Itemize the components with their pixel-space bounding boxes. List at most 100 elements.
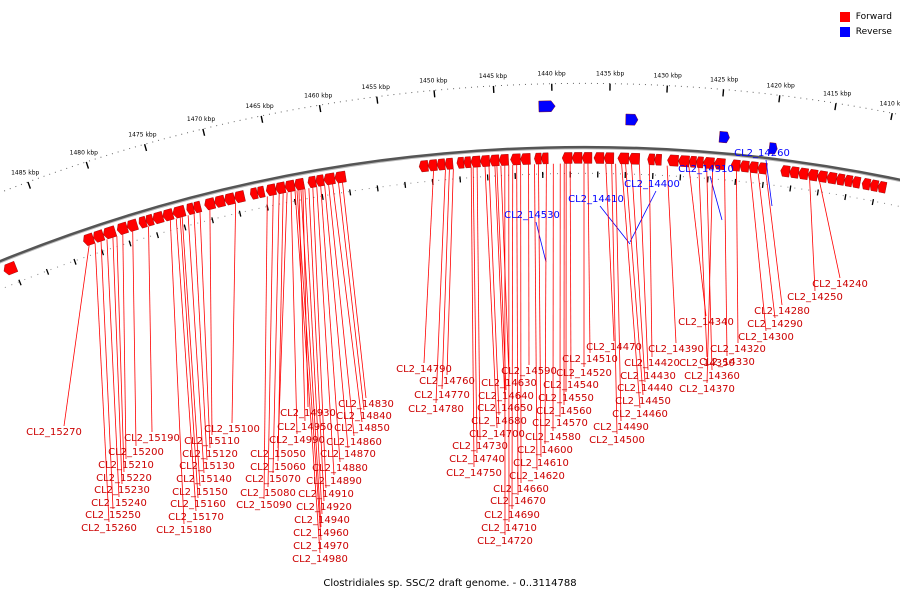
forward-gene-label: CL2_15210 [98,460,154,471]
forward-gene-label: CL2_14920 [296,502,352,513]
forward-gene [870,180,879,192]
forward-leader [107,239,119,497]
forward-gene-label: CL2_14970 [293,541,349,552]
forward-gene-label: CL2_15080 [240,488,296,499]
inner-scale-tick [212,217,213,223]
inner-scale-tick [377,185,378,191]
scale-tick [320,105,321,112]
forward-gene [562,152,572,163]
forward-gene-label: CL2_14980 [292,554,348,565]
forward-gene-label: CL2_14580 [525,432,581,443]
reverse-gene [539,101,556,112]
forward-leader [667,166,676,343]
forward-gene [257,186,265,198]
forward-leader [736,171,738,343]
legend-forward-label: Forward [856,12,892,22]
forward-gene-label: CL2_15250 [85,510,141,521]
forward-gene-label: CL2_14450 [615,396,671,407]
forward-gene [667,155,678,166]
forward-gene [541,153,548,164]
forward-gene [428,159,437,171]
forward-gene-label: CL2_14940 [294,515,350,526]
forward-gene-label: CL2_14240 [812,279,868,290]
forward-gene-label: CL2_14430 [620,371,676,382]
scale-label: 1475 kbp [128,132,156,139]
forward-leader [689,167,706,316]
forward-gene [499,154,509,165]
reverse-gene-label: CL2_14410 [568,194,624,205]
forward-leader [232,203,236,423]
forward-gene-label: CL2_15130 [179,461,235,472]
forward-gene-label: CL2_14690 [484,510,540,521]
forward-gene [294,178,304,190]
forward-gene-label: CL2_14500 [589,435,645,446]
scale-tick [434,90,435,97]
forward-gene [648,154,655,165]
forward-gene [324,173,336,185]
forward-gene-label: CL2_14890 [306,476,362,487]
forward-gene-label: CL2_14730 [452,441,508,452]
forward-gene [844,175,853,187]
scale-tick [28,182,30,189]
forward-gene-label: CL2_14650 [477,403,533,414]
forward-gene-label: CL2_15170 [168,512,224,523]
forward-gene [308,176,317,188]
forward-gene-label: CL2_14470 [586,342,642,353]
forward-gene [836,174,845,186]
forward-gene-label: CL2_14840 [336,411,392,422]
forward-gene-label: CL2_14510 [562,354,618,365]
scale-label: 1435 kbp [596,71,624,78]
scale-tick [835,103,836,110]
forward-gene [103,226,117,239]
forward-gene-label: CL2_14560 [536,406,592,417]
forward-leader [333,184,362,422]
forward-gene-label: CL2_15270 [26,427,82,438]
forward-gene-label: CL2_14710 [481,523,537,534]
forward-gene [437,159,445,171]
forward-gene-label: CL2_15180 [156,525,212,536]
forward-gene-label: CL2_14930 [280,408,336,419]
forward-gene-label: CL2_15150 [172,487,228,498]
forward-leader [649,165,652,357]
forward-gene-label: CL2_14960 [293,528,349,539]
forward-gene [817,171,827,183]
forward-gene [285,180,295,192]
forward-gene [629,153,640,164]
reverse-leader [536,222,546,262]
forward-leader [339,183,364,410]
genome-caption: Clostridiales sp. SSC/2 draft genome. - … [0,578,900,589]
forward-gene [457,157,464,168]
forward-gene [146,214,154,226]
scale-tick [203,129,205,136]
forward-gene-label: CL2_14290 [747,319,803,330]
forward-gene [205,197,216,210]
reverse-gene-label: CL2_14310 [678,164,734,175]
forward-gene [471,156,481,167]
inner-scale-tick [74,259,76,265]
scale-tick [377,97,378,104]
inner-scale-tick [46,269,48,275]
forward-gene [335,171,347,183]
forward-gene-label: CL2_14750 [446,468,502,479]
forward-gene-label: CL2_14700 [469,429,525,440]
forward-gene-label: CL2_15160 [170,499,226,510]
reverse-gene-label: CL2_14260 [734,148,790,159]
inner-scale-tick [405,182,406,188]
forward-leader [133,231,136,446]
forward-gene [153,211,164,224]
forward-gene [520,153,530,164]
scale-tick [261,116,262,123]
forward-gene [83,233,95,246]
forward-gene-label: CL2_15140 [176,474,232,485]
legend: Forward Reverse [840,9,892,39]
forward-gene [480,155,490,166]
forward-gene [316,175,325,187]
forward-leader [123,234,126,459]
forward-leader [64,245,89,426]
forward-gene-label: CL2_14340 [678,317,734,328]
forward-leader [758,173,775,318]
forward-gene [250,188,258,200]
